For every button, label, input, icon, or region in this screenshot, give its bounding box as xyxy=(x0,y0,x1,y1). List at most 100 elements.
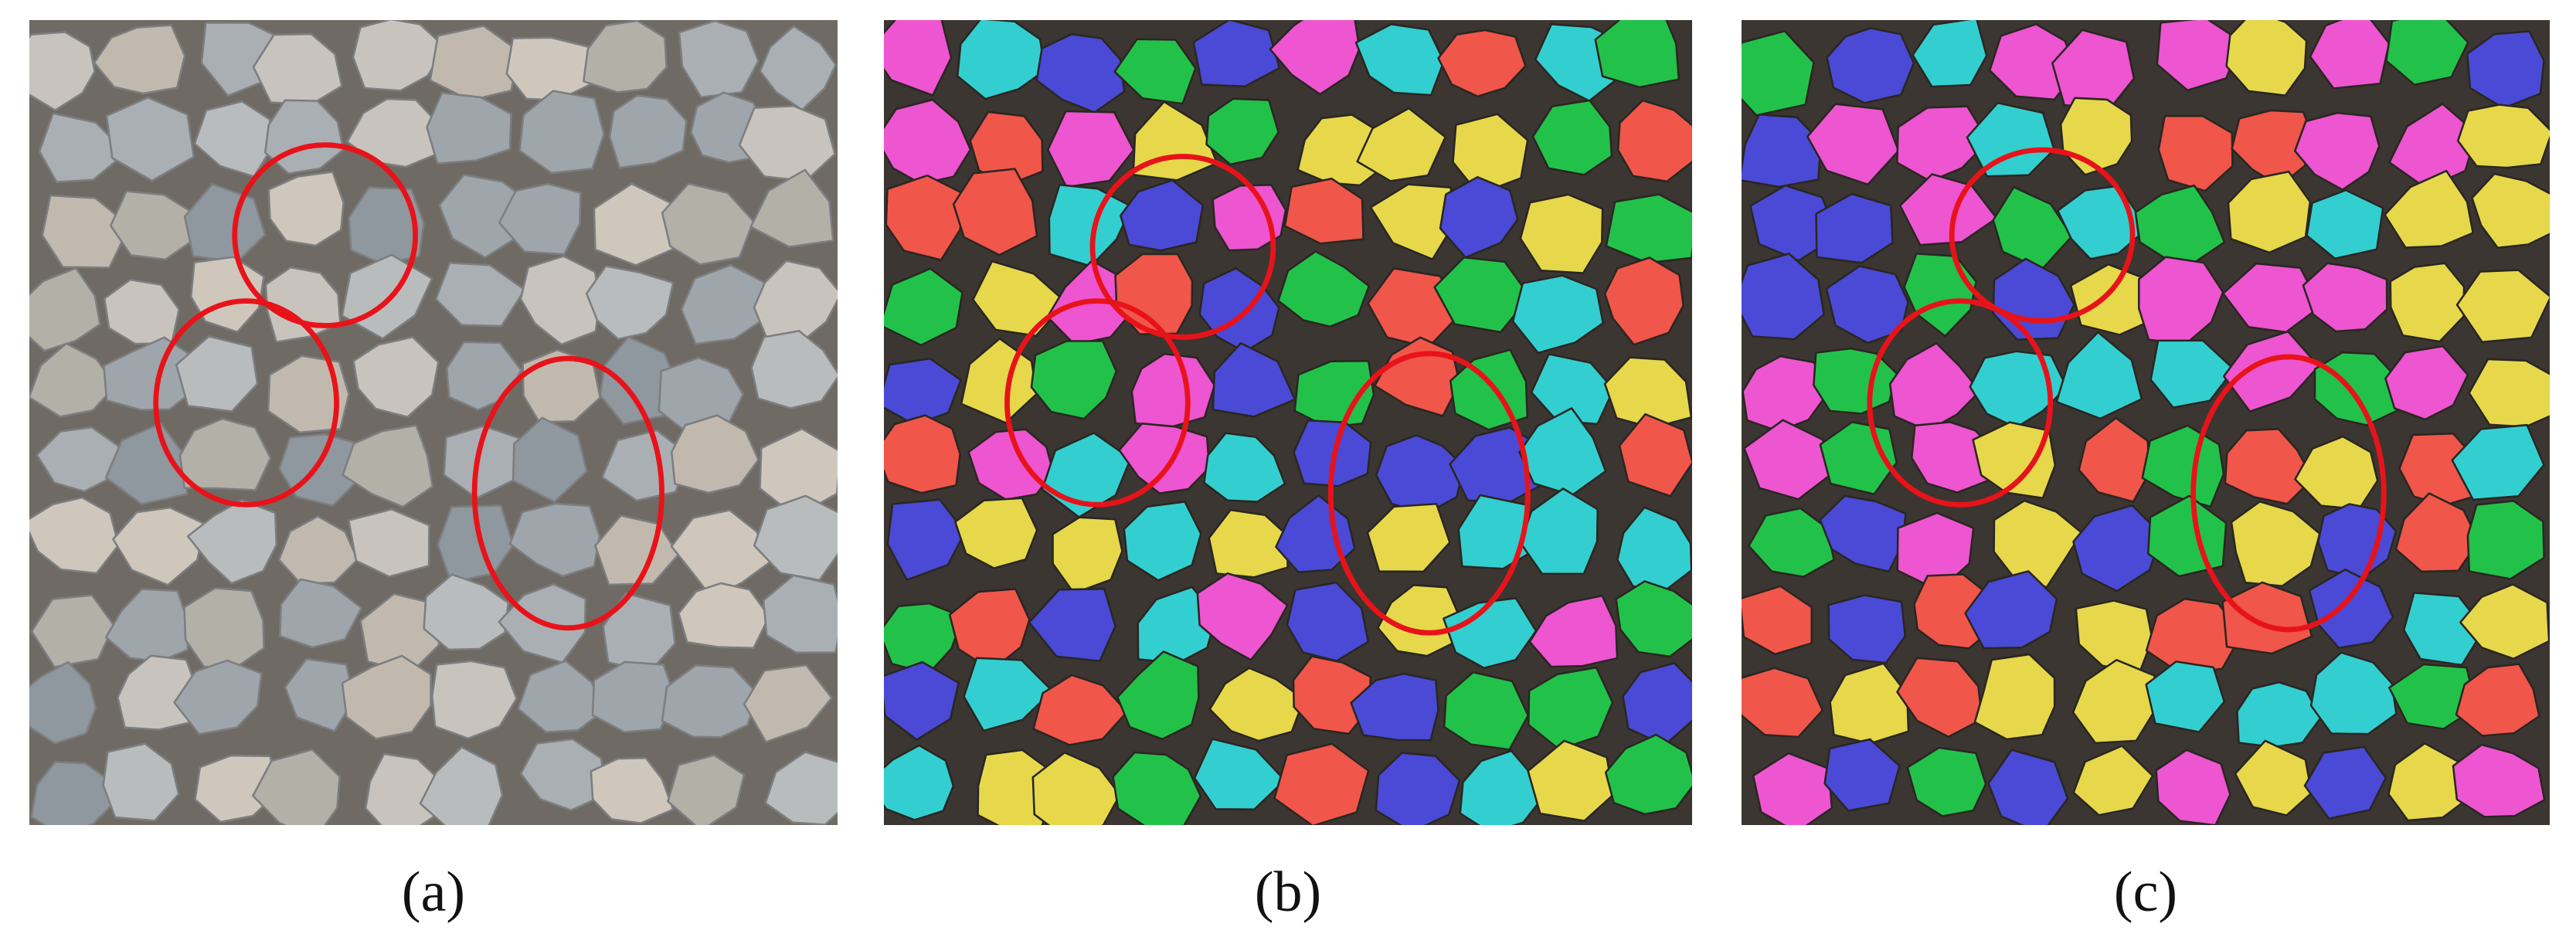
highlight-ellipse xyxy=(1089,154,1276,340)
stone xyxy=(2309,651,2398,735)
stone xyxy=(2309,20,2391,90)
stone xyxy=(884,744,955,821)
stone xyxy=(1964,570,2058,650)
stone xyxy=(2302,262,2388,333)
stone xyxy=(346,97,440,168)
stone xyxy=(591,660,677,733)
stone xyxy=(267,355,350,434)
stone xyxy=(1806,103,1900,186)
stone xyxy=(599,335,678,425)
stone xyxy=(1212,184,1287,252)
stone xyxy=(1906,746,1987,817)
stone xyxy=(884,660,960,741)
stone xyxy=(762,574,838,654)
stone xyxy=(2466,500,2545,580)
stone xyxy=(2459,583,2550,660)
stone xyxy=(1196,572,1289,661)
stone xyxy=(519,738,607,812)
stone xyxy=(93,24,186,95)
stone xyxy=(1292,655,1372,735)
stone xyxy=(884,98,972,185)
stone xyxy=(103,278,180,345)
stone xyxy=(2222,330,2320,413)
stone xyxy=(2294,435,2379,511)
stone xyxy=(1742,29,1815,117)
stone xyxy=(1511,274,1605,355)
stone xyxy=(1966,101,2055,178)
stone xyxy=(1433,256,1531,334)
stone xyxy=(252,749,341,825)
stone xyxy=(2402,592,2486,667)
stone xyxy=(1742,667,1824,739)
panel-label: (a) xyxy=(401,861,466,924)
stone xyxy=(1912,20,1988,88)
stone xyxy=(971,260,1067,337)
stone xyxy=(743,664,833,743)
stone xyxy=(1273,742,1370,825)
stone xyxy=(1527,739,1615,822)
photo-panel xyxy=(29,20,838,825)
stone xyxy=(1823,738,1901,812)
stone xyxy=(2452,743,2546,818)
stone xyxy=(886,498,967,581)
stone xyxy=(1123,501,1202,582)
stone xyxy=(2451,423,2545,501)
stone xyxy=(498,182,582,256)
stone xyxy=(1819,494,1907,573)
stone xyxy=(423,573,510,651)
stone xyxy=(1032,674,1128,746)
stone xyxy=(511,416,588,503)
stone xyxy=(1743,419,1830,501)
stone xyxy=(1829,662,1910,745)
stone xyxy=(2157,114,2234,192)
stone xyxy=(2224,428,2314,505)
stone xyxy=(1275,494,1356,574)
stone xyxy=(1594,20,1681,89)
stone xyxy=(1350,672,1439,742)
stone xyxy=(505,36,592,102)
stone xyxy=(1903,253,1977,338)
stone xyxy=(1615,580,1692,658)
stone xyxy=(183,587,265,668)
stone xyxy=(431,660,518,740)
stone xyxy=(2384,345,2469,421)
stone xyxy=(749,168,834,248)
stone xyxy=(104,422,189,505)
stone xyxy=(1443,597,1538,669)
stone xyxy=(1277,250,1371,328)
stone xyxy=(1269,20,1361,96)
stone xyxy=(29,496,120,575)
stone xyxy=(2072,504,2163,593)
stone xyxy=(102,742,180,822)
stone xyxy=(885,174,966,261)
stone xyxy=(41,194,131,269)
stone xyxy=(178,417,272,491)
stone xyxy=(1035,33,1126,114)
stone xyxy=(117,654,199,731)
stone xyxy=(2456,104,2550,169)
segmentation-panel xyxy=(1742,20,2550,825)
stone xyxy=(194,754,279,823)
stone xyxy=(1604,733,1692,816)
stone xyxy=(419,745,504,825)
stone xyxy=(1120,179,1205,252)
stone xyxy=(341,654,432,740)
stone xyxy=(517,660,606,733)
stone xyxy=(2138,256,2224,345)
stone xyxy=(608,94,688,169)
stone xyxy=(278,578,363,649)
stone xyxy=(1972,421,2057,500)
stone xyxy=(1815,192,1894,264)
stone xyxy=(583,20,668,93)
stone xyxy=(670,414,760,494)
stone xyxy=(678,20,760,99)
stone xyxy=(1193,738,1286,811)
stone xyxy=(29,31,96,112)
stone xyxy=(661,182,755,266)
stone xyxy=(29,267,101,352)
stone xyxy=(1113,38,1197,105)
stone xyxy=(1603,256,1685,346)
stone xyxy=(2306,188,2384,260)
stone xyxy=(352,20,447,92)
